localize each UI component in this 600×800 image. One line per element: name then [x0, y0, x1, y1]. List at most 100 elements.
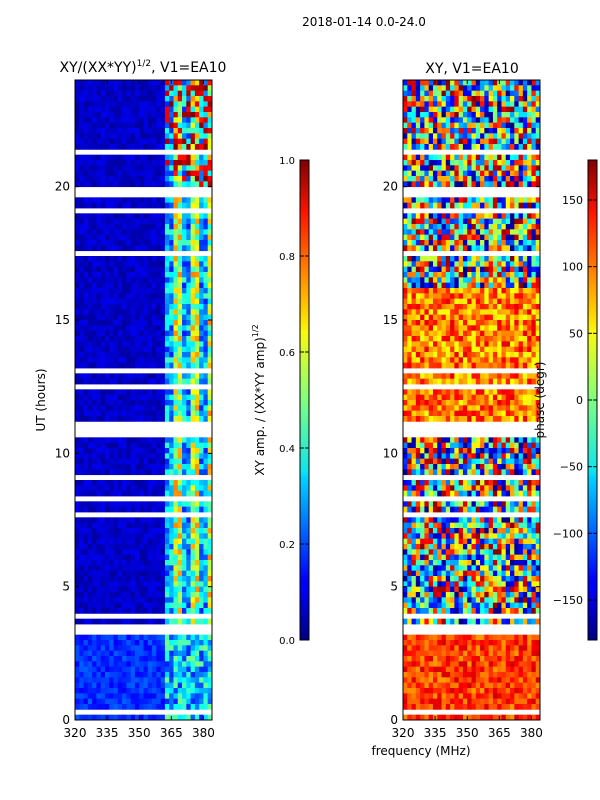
- heatmap-cell: [122, 325, 127, 332]
- heatmap-cell: [169, 458, 174, 465]
- heatmap-cell: [505, 362, 511, 369]
- heatmap-cell: [96, 304, 102, 310]
- heatmap-cell: [143, 245, 149, 252]
- heatmap-cell: [75, 101, 80, 108]
- heatmap-cell: [134, 602, 140, 609]
- heatmap-cell: [134, 394, 140, 401]
- heatmap-cell: [475, 336, 481, 342]
- heatmap-cell: [173, 416, 179, 422]
- heatmap-cell: [194, 304, 200, 310]
- heatmap-cell: [122, 581, 127, 588]
- heatmap-cell: [117, 101, 123, 108]
- heatmap-cell: [143, 90, 149, 97]
- heatmap-cell: [531, 240, 537, 246]
- heatmap-cell: [147, 698, 153, 705]
- heatmap-cell: [450, 320, 455, 326]
- heatmap-cell: [79, 698, 84, 705]
- heatmap-cell: [527, 117, 532, 124]
- heatmap-cell: [518, 133, 524, 140]
- heatmap-cell: [445, 101, 451, 108]
- heatmap-cell: [79, 266, 84, 273]
- heatmap-cell: [79, 202, 84, 209]
- heatmap-cell: [207, 693, 213, 700]
- heatmap-cell: [117, 400, 123, 406]
- heatmap-cell: [415, 389, 421, 396]
- heatmap-cell: [207, 213, 213, 220]
- heatmap-cell: [130, 608, 136, 614]
- heatmap-cell: [143, 517, 149, 524]
- heatmap-cell: [199, 464, 204, 470]
- heatmap-cell: [152, 293, 157, 300]
- heatmap-cell: [199, 282, 204, 289]
- heatmap-cell: [445, 341, 451, 348]
- heatmap-cell: [505, 202, 511, 209]
- heatmap-cell: [199, 442, 204, 449]
- heatmap-cell: [134, 213, 140, 220]
- heatmap-cell: [522, 170, 528, 177]
- heatmap-cell: [143, 309, 149, 316]
- heatmap-cell: [203, 112, 209, 118]
- heatmap-cell: [92, 90, 97, 97]
- heatmap-cell: [169, 608, 174, 614]
- heatmap-cell: [113, 602, 119, 609]
- heatmap-cell: [113, 656, 119, 662]
- heatmap-cell: [535, 229, 541, 236]
- heatmap-cell: [531, 112, 537, 118]
- heatmap-cell: [169, 266, 174, 273]
- heatmap-cell: [194, 442, 200, 449]
- heatmap-cell: [186, 442, 191, 449]
- heatmap-cell: [126, 202, 132, 209]
- heatmap-cell: [454, 176, 460, 182]
- heatmap-cell: [488, 213, 494, 220]
- heatmap-cell: [415, 282, 421, 289]
- heatmap-cell: [96, 565, 102, 572]
- heatmap-cell: [182, 133, 187, 140]
- heatmap-cell: [522, 133, 528, 140]
- heatmap-cell: [450, 106, 455, 113]
- heatmap-cell: [130, 181, 136, 188]
- heatmap-cell: [531, 330, 537, 337]
- heatmap-cell: [186, 181, 191, 188]
- heatmap-cell: [186, 400, 191, 406]
- heatmap-cell: [96, 341, 102, 348]
- heatmap-cell: [203, 325, 209, 332]
- heatmap-cell: [173, 234, 179, 241]
- heatmap-cell: [203, 202, 209, 209]
- heatmap-cell: [462, 266, 468, 273]
- heatmap-cell: [437, 117, 442, 124]
- heatmap-cell: [497, 160, 502, 166]
- heatmap-cell: [92, 154, 97, 161]
- heatmap-cell: [194, 490, 200, 497]
- heatmap-cell: [75, 138, 80, 145]
- heatmap-cell: [182, 517, 187, 524]
- heatmap-cell: [441, 106, 447, 113]
- heatmap-cell: [113, 165, 119, 172]
- heatmap-cell: [79, 234, 84, 241]
- heatmap-cell: [484, 266, 490, 273]
- heatmap-cell: [501, 277, 507, 284]
- heatmap-cell: [147, 448, 153, 454]
- heatmap-cell: [139, 101, 144, 108]
- heatmap-cell: [411, 112, 417, 118]
- heatmap-cell: [109, 688, 114, 694]
- heatmap-cell: [488, 106, 494, 113]
- heatmap-cell: [454, 224, 460, 230]
- heatmap-cell: [194, 320, 200, 326]
- heatmap-cell: [531, 234, 537, 241]
- heatmap-cell: [454, 357, 460, 364]
- heatmap-cell: [122, 234, 127, 241]
- heatmap-cell: [411, 373, 417, 380]
- heatmap-cell: [428, 336, 434, 342]
- heatmap-cell: [194, 618, 200, 625]
- heatmap-cell: [169, 170, 174, 177]
- heatmap-cell: [207, 261, 213, 268]
- heatmap-cell: [194, 501, 200, 508]
- heatmap-cell: [428, 234, 434, 241]
- heatmap-cell: [92, 117, 97, 124]
- heatmap-cell: [432, 325, 438, 332]
- heatmap-cell: [531, 165, 537, 172]
- heatmap-cell: [203, 240, 209, 246]
- heatmap-cell: [428, 224, 434, 230]
- heatmap-cell: [130, 122, 136, 129]
- heatmap-cell: [190, 645, 196, 652]
